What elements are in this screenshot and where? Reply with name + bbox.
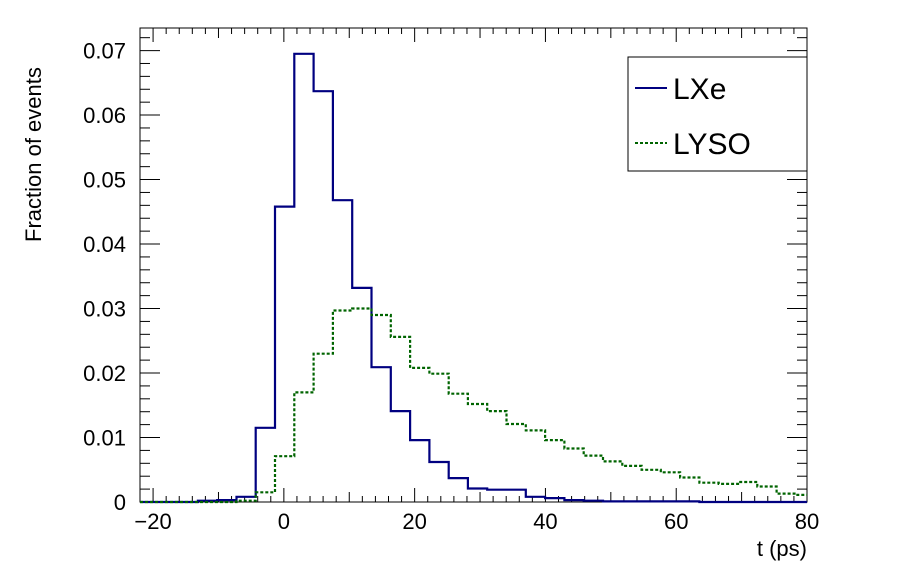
- y-tick-label: 0: [114, 490, 126, 515]
- axis-ticks: [140, 28, 808, 503]
- x-tick-label: −20: [134, 509, 171, 534]
- legend-box: [627, 56, 808, 172]
- series-lxe: [140, 52, 807, 504]
- x-tick-label: 60: [664, 509, 688, 534]
- axis-tick-labels: −20 0 20 40 60 80 0 0.01 0.02 0.03 0.04 0.05 0.06 0.0…: [83, 39, 819, 534]
- legend: LXe LYSO: [627, 56, 808, 172]
- x-tick-label: 40: [533, 509, 557, 534]
- y-axis-title: Fraction of events: [21, 67, 46, 242]
- series-layer: [140, 52, 807, 504]
- legend-label-lyso: LYSO: [673, 128, 751, 161]
- legend-label-lxe: LXe: [673, 73, 726, 106]
- y-tick-label: 0.03: [83, 297, 126, 322]
- y-tick-label: 0.01: [83, 426, 126, 451]
- x-axis-title: t (ps): [757, 536, 807, 561]
- y-tick-label: 0.04: [83, 232, 126, 257]
- x-tick-label: 80: [795, 509, 819, 534]
- series-lyso: [140, 307, 807, 504]
- y-tick-label: 0.07: [83, 39, 126, 64]
- x-tick-label: 20: [402, 509, 426, 534]
- y-tick-label: 0.05: [83, 168, 126, 193]
- x-tick-label: 0: [278, 509, 290, 534]
- y-tick-label: 0.02: [83, 361, 126, 386]
- plot-frame: [139, 27, 808, 503]
- y-tick-label: 0.06: [83, 103, 126, 128]
